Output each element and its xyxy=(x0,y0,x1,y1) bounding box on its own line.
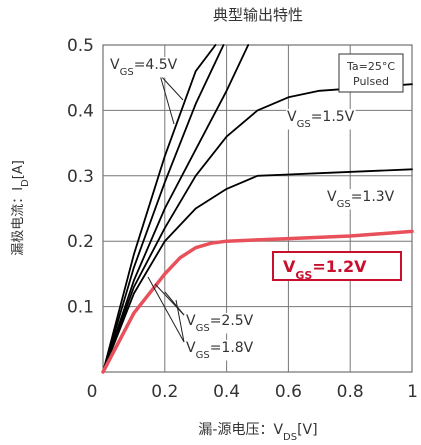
series-label: VGS=1.3V xyxy=(327,189,395,210)
x-tick-label: 0 xyxy=(87,382,98,402)
y-tick-label: 0.5 xyxy=(67,36,94,56)
series-line xyxy=(102,44,217,373)
series-label: VGS=1.8V xyxy=(186,340,254,361)
series-label: VGS=1.5V xyxy=(287,109,355,130)
y-tick-label: 0.3 xyxy=(67,167,94,187)
series-label-background xyxy=(286,109,356,130)
series-line xyxy=(102,83,413,373)
series-label-background xyxy=(326,189,396,210)
series-label: VGS=1.2V xyxy=(283,257,367,282)
leader-line xyxy=(164,291,185,316)
series-line xyxy=(102,168,413,373)
tick-label-layer: 0 0.2 0.4 0.6 0.8 1 0.1 0.2 0.3 0.4 0.5 xyxy=(67,36,418,402)
leader-line xyxy=(175,299,185,343)
series-label-background xyxy=(185,313,255,334)
series-label: VGS=4.5V xyxy=(110,57,178,78)
leader-line xyxy=(159,74,184,101)
x-tick-label: 0.6 xyxy=(275,382,302,402)
leader-line xyxy=(147,276,185,343)
series-label: VGS=2.5V xyxy=(186,313,254,334)
chart-title: 典型输出特性 xyxy=(213,6,303,24)
highlight-label-box xyxy=(272,251,402,281)
annotation-line-2: Pulsed xyxy=(353,75,389,88)
series-line xyxy=(102,44,225,373)
annotation-line-1: Ta=25°C xyxy=(346,60,395,73)
y-axis-label: 漏极电流：ID[A] xyxy=(10,160,31,256)
x-axis-label: 漏-源电压：VDS[V] xyxy=(198,422,317,441)
x-tick-label: 0.8 xyxy=(337,382,364,402)
x-tick-label: 0.2 xyxy=(151,382,178,402)
x-tick-label: 1 xyxy=(407,382,418,402)
annotation-box xyxy=(338,53,404,93)
series-line xyxy=(101,229,414,374)
x-tick-label: 0.4 xyxy=(213,382,240,402)
series-line xyxy=(102,44,250,373)
series-label-background xyxy=(185,340,255,361)
y-tick-label: 0.4 xyxy=(67,101,94,121)
series-layer xyxy=(101,44,414,374)
series-label-background xyxy=(109,57,179,78)
y-tick-label: 0.2 xyxy=(67,232,94,252)
y-tick-label: 0.1 xyxy=(67,298,94,318)
leader-line xyxy=(159,74,175,125)
series-label-layer: VGS=4.5V VGS=1.5V VGS=1.3V VGS=1.2V VGS=2.5V… xyxy=(109,57,402,361)
